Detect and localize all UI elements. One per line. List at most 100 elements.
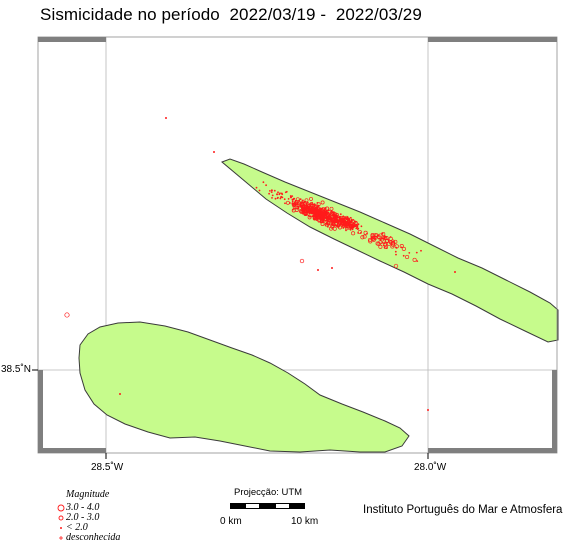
epicentre-medium [307, 203, 312, 208]
epicentre-medium [292, 204, 297, 209]
epicentre-small [302, 199, 304, 202]
lat-label-38-5n: 38.5˚N [1, 364, 32, 375]
epicentre-small [379, 238, 382, 241]
epicentre-small [291, 198, 294, 201]
epicentre-medium [295, 197, 300, 202]
epicentre-medium [393, 263, 399, 269]
epicentre-medium [338, 225, 342, 230]
epicentre-small [377, 234, 380, 237]
epicentre-medium [291, 203, 296, 207]
epicentre-medium [385, 238, 390, 243]
legend-item-3-4: 3.0 - 4.0 [48, 502, 178, 513]
epicentre-small [381, 232, 384, 235]
epicentre-medium [326, 213, 331, 218]
epicentre-small [325, 217, 327, 220]
epicentre-small [315, 204, 317, 207]
epicentre-medium [390, 242, 396, 247]
epicentre-small [378, 237, 381, 240]
epicentre-small [356, 224, 359, 227]
epicentre-small [276, 197, 279, 200]
epicentre-medium [353, 220, 358, 225]
dot-icon [60, 527, 62, 529]
epicentre-small [351, 221, 353, 223]
epicentre-small [295, 203, 298, 206]
epicentre-small [213, 151, 215, 153]
epicentre-small [311, 201, 313, 204]
epicentre-medium [362, 234, 367, 239]
epicentre-small [360, 225, 363, 228]
epicentre-medium [341, 215, 346, 220]
epicentre-medium [405, 254, 410, 260]
epicentre-medium [343, 222, 348, 227]
epicentre-medium [312, 212, 317, 217]
epicentre-medium [303, 206, 307, 211]
scale-segment [290, 503, 305, 509]
epicentre-small [339, 213, 342, 216]
epicentre-small [385, 244, 388, 246]
epicentre-small [265, 184, 267, 187]
epicentre-small [383, 238, 386, 240]
epicentre-small [385, 247, 388, 250]
epicentre-medium [298, 209, 303, 213]
epicentre-small [395, 246, 398, 249]
epicentre-small [281, 196, 284, 199]
scale-segment [275, 503, 290, 509]
epicentre-medium [386, 241, 391, 246]
epicentre-medium [299, 209, 304, 214]
scale-label-start: 0 km [220, 516, 242, 527]
epicentre-small [290, 196, 292, 199]
epicentre-small [454, 271, 456, 273]
epicentre-medium [299, 258, 305, 264]
epicentre-medium [326, 209, 331, 214]
epicentre-medium [336, 218, 341, 223]
epicentre-medium [326, 217, 331, 222]
epicentre-medium [357, 229, 362, 235]
epicentre-small [383, 242, 386, 244]
epicentre-small [389, 236, 392, 238]
epicentre-medium [285, 200, 290, 205]
epicentre-medium [334, 221, 339, 226]
epicentre-medium [378, 244, 383, 249]
epicentre-small [297, 203, 299, 206]
epicentre-small [325, 219, 328, 222]
epicentre-small [349, 228, 351, 230]
epicentre-small [383, 246, 386, 249]
epicentre-small [356, 228, 359, 231]
epicentre-medium [321, 213, 326, 218]
epicentre-small [262, 181, 265, 184]
epicentre-medium [320, 215, 325, 220]
epicentre-small [271, 189, 273, 192]
epicentre-small [311, 203, 314, 206]
epicentre-medium [329, 206, 334, 211]
epicentre-small [370, 237, 373, 240]
epicentre-small [317, 269, 319, 271]
epicentre-medium [319, 210, 323, 215]
epicentre-medium [315, 214, 320, 219]
epicentre-medium [331, 211, 336, 216]
epicentre-small [276, 193, 278, 196]
epicentre-medium [320, 200, 325, 205]
epicentre-small [357, 232, 359, 234]
epicentre-medium [307, 215, 312, 220]
epicentre-medium [321, 214, 325, 219]
epicentre-small [284, 191, 287, 194]
epicentre-medium [340, 221, 345, 226]
legend-title: Magnitude [66, 489, 110, 500]
epicentre-small [384, 235, 386, 238]
epicentre-small [165, 117, 167, 119]
epicentre-small [269, 190, 271, 192]
epicentre-medium [363, 230, 368, 235]
epicentre-medium [348, 224, 353, 229]
map-border [37, 36, 558, 454]
epicentre-medium [312, 206, 316, 211]
epicentre-small [293, 201, 296, 204]
legend-item-lt-2: < 2.0 [48, 522, 178, 533]
epicentre-small [322, 207, 324, 209]
epicentre-small [343, 219, 346, 222]
epicentre-medium [339, 215, 343, 220]
epicentre-small [258, 189, 261, 192]
epicentre-small [299, 198, 302, 201]
epicentre-small [292, 197, 295, 200]
epicentre-small [279, 197, 282, 200]
